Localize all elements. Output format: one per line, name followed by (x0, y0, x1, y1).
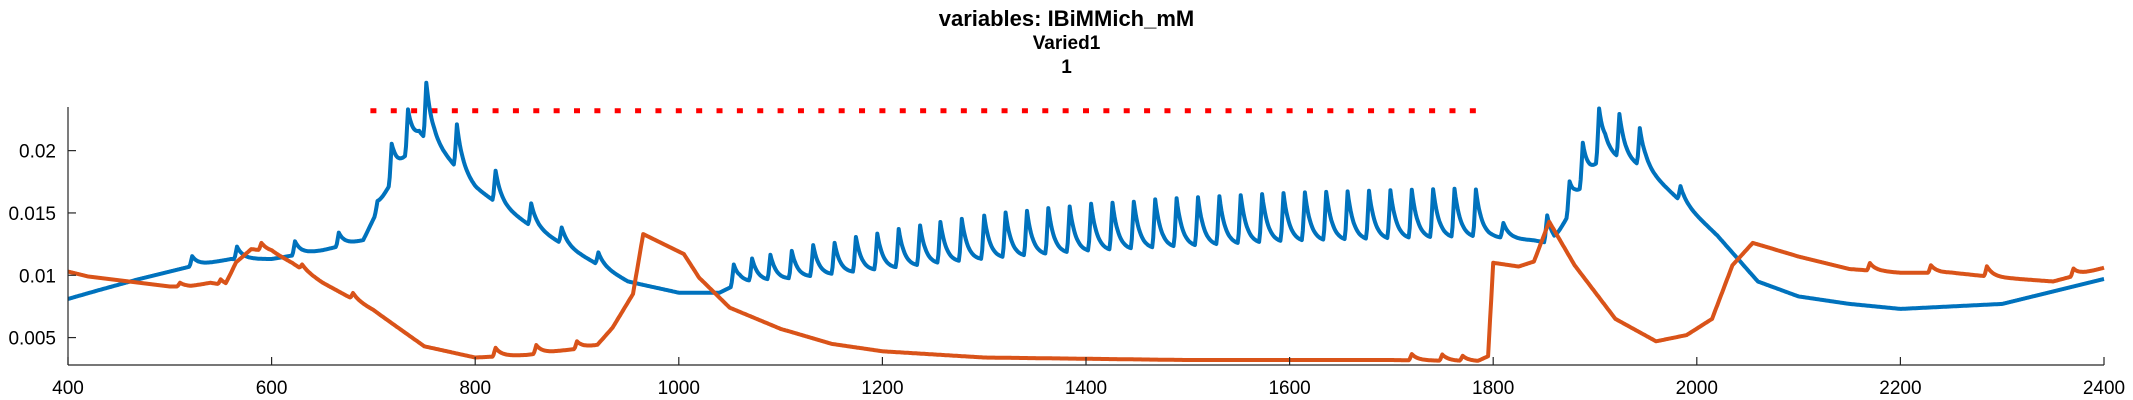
x-tick-label: 1000 (658, 378, 700, 399)
chart-title-block: variables: IBiMMich_mM Varied1 1 (0, 6, 2133, 80)
stimulus-marker (1062, 108, 1069, 114)
stimulus-marker (574, 108, 580, 114)
stimulus-marker (614, 108, 621, 114)
stimulus-marker (512, 108, 519, 114)
x-tick-label: 2400 (2083, 378, 2125, 399)
x-tick-label: 1400 (1065, 378, 1107, 399)
stimulus-marker (1164, 108, 1171, 114)
x-tick-label: 2200 (1879, 378, 1921, 399)
chart-subtitle-2: 1 (1061, 57, 1072, 78)
x-tick-label: 2000 (1676, 378, 1718, 399)
stimulus-marker (1144, 108, 1151, 114)
stimulus-marker (879, 108, 886, 114)
stimulus-marker (716, 108, 723, 114)
x-tick-label: 600 (256, 378, 288, 399)
stimulus-marker (1184, 108, 1191, 114)
stimulus-marker (1021, 108, 1028, 114)
stimulus-marker (797, 108, 804, 114)
stimulus-marker (1347, 108, 1354, 114)
stimulus-marker (981, 108, 988, 114)
stimulus-marker (411, 108, 418, 114)
series-line-1 (67, 80, 2105, 311)
x-tick-label: 1200 (861, 378, 903, 399)
stimulus-marker (696, 108, 703, 114)
y-tick-label: 0.015 (8, 204, 56, 225)
y-tick-label: 0.02 (19, 142, 56, 163)
stimulus-marker (1469, 108, 1476, 114)
series-line-2 (67, 219, 2105, 363)
stimulus-marker (635, 108, 642, 114)
stimulus-marker (1408, 108, 1415, 114)
stimulus-marker (1327, 108, 1334, 114)
stimulus-marker (1123, 108, 1130, 114)
stimulus-marker (859, 108, 866, 114)
stimulus-marker (472, 108, 479, 114)
stimulus-marker (960, 108, 967, 114)
stimulus-marker (1083, 108, 1089, 114)
stimulus-marker (899, 108, 906, 114)
stimulus-marker (1001, 108, 1008, 114)
stimulus-marker (553, 108, 560, 114)
stimulus-marker (777, 108, 784, 114)
axes: 400 600 800 1000 1200 1400 1600 1800 2000 2200 240… (8, 107, 2125, 399)
stimulus-marker (370, 108, 377, 114)
stimulus-marker (1042, 108, 1049, 114)
x-tick-label: 800 (459, 378, 491, 399)
chart-title: variables: IBiMMich_mM (938, 6, 1195, 31)
stimulus-marker (1266, 108, 1273, 114)
stimulus-marker (390, 108, 397, 114)
stimulus-marker (920, 108, 927, 114)
y-tick-label: 0.01 (19, 266, 56, 287)
x-tick-label: 1600 (1268, 378, 1310, 399)
stimulus-marker (1286, 108, 1293, 114)
stimulus-marker (838, 108, 845, 114)
stimulus-marker (1368, 108, 1375, 114)
stimulus-markers (370, 108, 1476, 114)
stimulus-marker (675, 108, 682, 114)
x-tick-label: 400 (52, 378, 84, 399)
stimulus-marker (757, 108, 764, 114)
stimulus-marker (1205, 108, 1212, 114)
stimulus-marker (1388, 108, 1395, 114)
stimulus-marker (451, 108, 458, 114)
stimulus-marker (1245, 108, 1252, 114)
stimulus-marker (1306, 108, 1313, 114)
stimulus-marker (492, 108, 499, 114)
x-tick-label: 1800 (1472, 378, 1514, 399)
stimulus-marker (431, 108, 438, 114)
stimulus-marker (940, 108, 947, 114)
series-lines (67, 80, 2105, 363)
stimulus-marker (655, 108, 662, 114)
stimulus-marker (818, 108, 825, 114)
stimulus-marker (1429, 108, 1436, 114)
stimulus-marker (1103, 108, 1110, 114)
stimulus-marker (533, 108, 540, 114)
stimulus-marker (1225, 108, 1232, 114)
chart-subtitle-1: Varied1 (1032, 33, 1101, 54)
y-tick-label: 0.005 (8, 329, 56, 350)
stimulus-marker (1449, 108, 1456, 114)
stimulus-marker (736, 108, 743, 114)
stimulus-marker (594, 108, 601, 114)
